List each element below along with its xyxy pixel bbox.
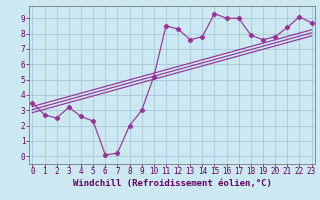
X-axis label: Windchill (Refroidissement éolien,°C): Windchill (Refroidissement éolien,°C)	[73, 179, 271, 188]
